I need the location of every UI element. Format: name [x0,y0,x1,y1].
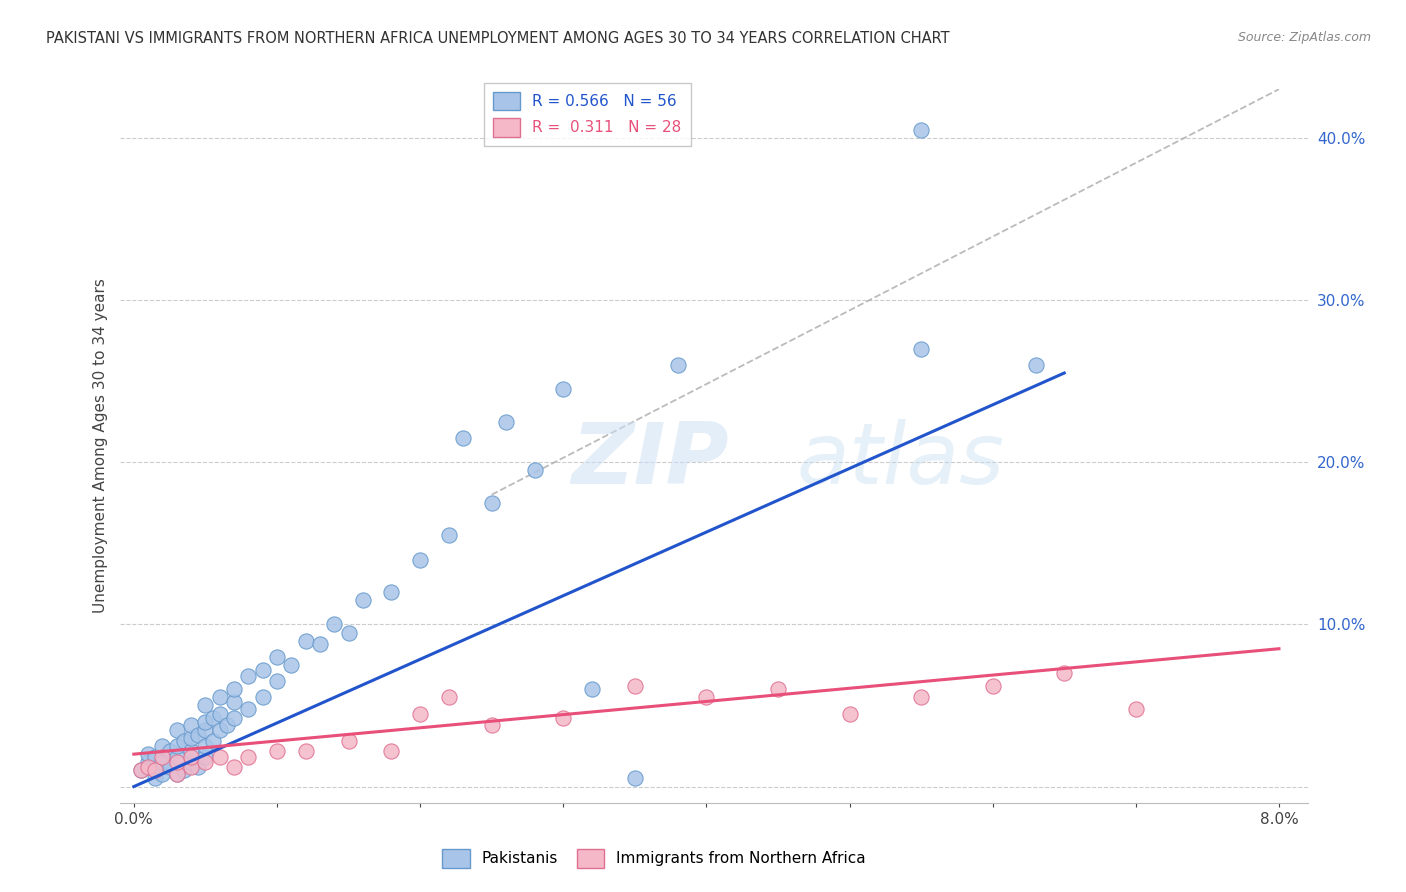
Point [266,674,288,689]
Point [143,764,166,778]
Point [280,657,302,672]
Point [238,669,260,683]
Point [180,744,202,758]
Point [624,772,647,786]
Point [666,358,689,372]
Point [222,695,245,709]
Point [553,382,575,396]
Point [294,744,316,758]
Point [152,750,174,764]
Point [159,760,181,774]
Point [194,739,217,753]
Point [208,750,231,764]
Point [495,415,517,429]
Text: Source: ZipAtlas.com: Source: ZipAtlas.com [1237,31,1371,45]
Point [166,750,188,764]
Point [695,690,717,705]
Point [266,744,288,758]
Point [194,714,217,729]
Legend: Pakistanis, Immigrants from Northern Africa: Pakistanis, Immigrants from Northern Afr… [436,843,872,873]
Point [581,682,603,697]
Point [208,690,231,705]
Point [180,756,202,770]
Point [222,760,245,774]
Point [523,463,546,477]
Point [766,682,789,697]
Text: ZIP: ZIP [571,418,728,502]
Point [201,711,224,725]
Point [451,431,474,445]
Point [252,690,274,705]
Point [194,698,217,713]
Point [180,750,202,764]
Point [152,756,174,770]
Point [252,663,274,677]
Point [266,649,288,664]
Point [166,766,188,780]
Point [1125,702,1147,716]
Point [201,734,224,748]
Point [337,625,360,640]
Point [553,711,575,725]
Point [437,690,460,705]
Point [981,679,1004,693]
Point [180,731,202,745]
Point [380,585,402,599]
Point [323,617,346,632]
Point [352,593,374,607]
Point [166,766,188,780]
Point [187,760,209,774]
Point [143,772,166,786]
Point [910,342,932,356]
Point [194,750,217,764]
Point [409,706,432,721]
Point [624,679,647,693]
Point [173,764,195,778]
Y-axis label: Unemployment Among Ages 30 to 34 years: Unemployment Among Ages 30 to 34 years [93,278,108,614]
Point [173,734,195,748]
Point [152,739,174,753]
Text: PAKISTANI VS IMMIGRANTS FROM NORTHERN AFRICA UNEMPLOYMENT AMONG AGES 30 TO 34 YE: PAKISTANI VS IMMIGRANTS FROM NORTHERN AF… [46,31,950,46]
Point [129,764,152,778]
Point [180,760,202,774]
Point [166,739,188,753]
Point [194,723,217,737]
Point [1025,358,1047,372]
Point [136,760,159,774]
Point [910,690,932,705]
Point [1053,666,1076,681]
Point [159,744,181,758]
Point [380,744,402,758]
Point [129,764,152,778]
Point [337,734,360,748]
Text: atlas: atlas [797,418,1005,502]
Point [187,728,209,742]
Point [309,637,332,651]
Point [143,750,166,764]
Point [208,723,231,737]
Point [910,122,932,136]
Point [194,756,217,770]
Point [166,756,188,770]
Point [180,718,202,732]
Point [437,528,460,542]
Point [166,723,188,737]
Point [215,718,238,732]
Point [409,552,432,566]
Point [238,750,260,764]
Point [136,747,159,761]
Point [222,682,245,697]
Point [294,633,316,648]
Point [481,718,503,732]
Point [208,706,231,721]
Point [136,756,159,770]
Point [481,496,503,510]
Point [152,766,174,780]
Point [238,702,260,716]
Point [838,706,860,721]
Point [222,711,245,725]
